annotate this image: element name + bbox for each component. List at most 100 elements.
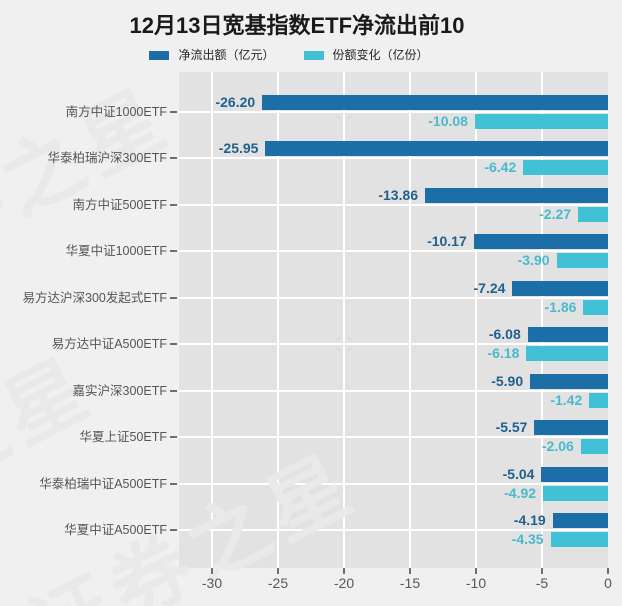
value-label-net-outflow: -13.86 <box>378 186 419 203</box>
bar-net-outflow <box>552 512 608 528</box>
gridline-y <box>179 482 608 485</box>
bar-share-change <box>550 531 608 547</box>
bar-share-change <box>526 346 608 362</box>
value-label-net-outflow: -26.20 <box>215 94 256 110</box>
value-label-share-change: -1.86 <box>544 298 577 315</box>
x-axis-tick-label: -5 <box>535 575 549 591</box>
x-axis-tick <box>475 568 477 574</box>
category-label: 南方中证500ETF <box>72 197 167 212</box>
bar-net-outflow <box>512 280 608 296</box>
legend-item-share-change: 份额变化（亿份） <box>303 48 429 62</box>
gridline-y <box>179 111 608 113</box>
legend-item-net-outflow: 净流出额（亿元） <box>149 48 275 62</box>
y-axis-tick <box>170 250 177 253</box>
value-label-share-change: -2.27 <box>539 205 572 222</box>
legend: 净流出额（亿元） 份额变化（亿份） <box>0 49 600 61</box>
bar-net-outflow <box>425 187 608 203</box>
bar-share-change <box>578 206 608 222</box>
value-label-share-change: -2.06 <box>541 438 574 455</box>
x-axis-tick <box>277 568 279 574</box>
category-label: 华夏中证A500ETF <box>64 522 167 537</box>
category-label: 南方中证1000ETF <box>65 105 167 119</box>
gridline-y <box>179 528 608 531</box>
x-axis-tick <box>409 568 411 574</box>
y-axis-tick <box>170 482 177 485</box>
gridline-y <box>179 343 608 346</box>
category-label: 华泰柏瑞沪深300ETF <box>47 151 167 166</box>
gridline-y <box>179 203 608 206</box>
y-axis-tick <box>170 343 177 346</box>
x-axis-tick-label: -30 <box>201 575 223 591</box>
gridline-y <box>179 389 608 392</box>
value-label-share-change: -1.42 <box>550 391 583 408</box>
bar-net-outflow <box>262 95 608 110</box>
bar-net-outflow <box>527 327 608 343</box>
legend-label-share-change: 份额变化（亿份） <box>332 48 429 62</box>
gridline-x <box>211 72 213 568</box>
value-label-share-change: -10.08 <box>428 113 468 129</box>
value-label-net-outflow: -5.57 <box>495 419 528 436</box>
bar-net-outflow <box>530 373 608 389</box>
y-axis-tick <box>170 157 177 160</box>
category-label: 华泰柏瑞中证A500ETF <box>39 476 167 491</box>
x-axis-tick <box>343 568 345 574</box>
gridline-y <box>179 436 608 439</box>
bar-share-change <box>589 392 608 408</box>
x-axis-tick-label: -15 <box>399 575 421 591</box>
bar-net-outflow <box>265 141 608 157</box>
value-label-share-change: -4.35 <box>511 530 544 547</box>
bar-share-change <box>523 160 608 176</box>
y-axis-tick <box>170 436 177 439</box>
gridline-x <box>475 72 477 568</box>
x-axis-tick <box>211 568 213 574</box>
x-axis-tick <box>607 568 609 574</box>
value-label-share-change: -6.18 <box>487 345 520 362</box>
category-label: 易方达沪深300发起式ETF <box>22 290 167 305</box>
gridline-y <box>179 296 608 299</box>
x-axis-tick-label: -10 <box>465 575 487 591</box>
gridline-y <box>179 250 608 253</box>
x-axis-tick-label: 0 <box>604 575 612 591</box>
chart-title: 12月13日宽基指数ETF净流出前10 <box>129 13 465 38</box>
bar-share-change <box>474 114 608 129</box>
value-label-net-outflow: -25.95 <box>218 140 259 157</box>
bar-net-outflow <box>473 234 608 250</box>
x-axis-tick-label: -25 <box>267 575 289 591</box>
bars-layer: -26.20 -10.08 -25.95 -6.42 -13.86 -2.27 -10.17… <box>179 72 608 568</box>
x-axis-tick <box>541 568 543 574</box>
bar-net-outflow <box>534 420 608 436</box>
value-label-net-outflow: -5.90 <box>491 372 524 389</box>
legend-swatch-net-outflow <box>149 50 170 60</box>
category-label: 华夏中证1000ETF <box>65 244 167 259</box>
gridline-x <box>343 72 345 568</box>
y-axis-tick <box>170 389 177 392</box>
y-axis-tick <box>170 528 177 531</box>
x-axis-tick-label: -20 <box>333 575 355 591</box>
value-label-share-change: -6.42 <box>484 159 517 176</box>
value-label-net-outflow: -5.04 <box>502 465 535 482</box>
bar-share-change <box>543 485 608 501</box>
value-label-net-outflow: -4.19 <box>513 511 546 528</box>
legend-label-net-outflow: 净流出额（亿元） <box>178 48 275 62</box>
category-label: 易方达中证A500ETF <box>51 337 167 352</box>
bar-net-outflow <box>541 466 608 482</box>
y-axis-tick <box>170 296 177 299</box>
y-axis-tick <box>170 111 177 113</box>
value-label-net-outflow: -10.17 <box>427 233 467 250</box>
value-label-net-outflow: -7.24 <box>473 279 506 296</box>
category-label: 华夏上证50ETF <box>79 430 167 445</box>
value-label-net-outflow: -6.08 <box>488 326 521 343</box>
value-label-share-change: -4.92 <box>504 484 537 501</box>
y-axis-tick <box>170 203 177 206</box>
bar-share-change <box>583 299 608 315</box>
gridline-y <box>179 157 608 160</box>
legend-swatch-share-change <box>303 50 324 60</box>
gridline-x <box>277 72 279 568</box>
value-label-share-change: -3.90 <box>517 252 550 269</box>
gridline-x <box>409 72 411 568</box>
category-label: 嘉实沪深300ETF <box>72 383 167 398</box>
bar-share-change <box>556 253 608 269</box>
gridline-x <box>541 72 543 568</box>
bar-share-change <box>580 439 608 455</box>
